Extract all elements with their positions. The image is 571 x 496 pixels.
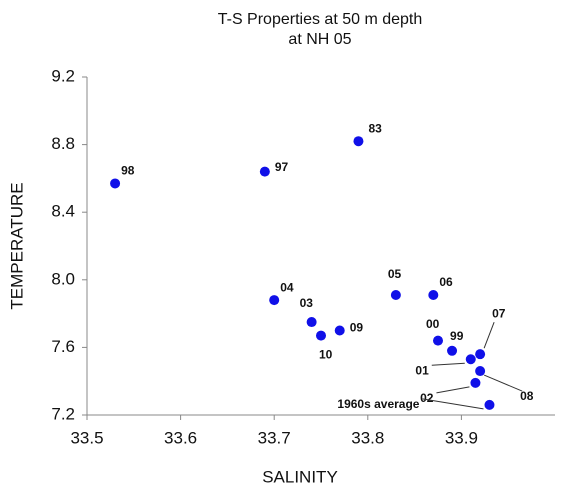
y-tick-label: 8.4 <box>51 202 75 221</box>
point <box>428 290 439 301</box>
annotation-arrow <box>436 386 470 394</box>
x-tick-label: 33.5 <box>70 428 103 447</box>
point-label: 02 <box>420 391 434 405</box>
y-tick-label: 9.2 <box>51 66 75 85</box>
point <box>259 166 270 177</box>
point <box>316 330 326 341</box>
annotation-arrow <box>483 321 495 349</box>
y-tick-label: 8.8 <box>51 134 75 153</box>
point-label: 99 <box>450 329 464 343</box>
x-tick-label: 33.9 <box>445 428 478 447</box>
point-label: 04 <box>280 280 294 294</box>
point-label: 00 <box>426 317 440 331</box>
point-label: 83 <box>368 121 382 135</box>
y-tick-label: 7.2 <box>51 404 75 423</box>
point-label: 1960s average <box>337 397 419 411</box>
point <box>475 349 486 360</box>
annotation-arrow <box>483 374 523 392</box>
point <box>465 354 476 365</box>
point <box>470 377 481 388</box>
point <box>306 317 317 328</box>
point <box>334 325 345 336</box>
point-label: 97 <box>275 160 289 174</box>
point <box>447 345 458 356</box>
point-label: 10 <box>319 348 333 362</box>
y-tick-label: 7.6 <box>51 337 75 356</box>
annotation-arrow <box>422 398 484 410</box>
chart-title: T-S Properties at 50 m depth <box>218 11 423 28</box>
point <box>433 335 443 346</box>
y-tick-label: 8.0 <box>51 269 75 288</box>
x-axis-label: SALINITY <box>262 467 338 486</box>
chart-subtitle: at NH 05 <box>288 31 351 48</box>
point <box>484 399 495 410</box>
x-tick-label: 33.6 <box>164 428 197 447</box>
point-label: 03 <box>300 296 314 310</box>
point <box>269 295 280 306</box>
point-label: 01 <box>415 363 429 377</box>
x-tick-label: 33.7 <box>258 428 291 447</box>
x-tick-label: 33.8 <box>351 428 384 447</box>
point <box>353 136 364 147</box>
point <box>390 290 401 301</box>
point <box>110 178 121 189</box>
y-axis-label: TEMPERATURE <box>7 182 26 309</box>
point-label: 98 <box>121 164 135 178</box>
point <box>475 366 486 377</box>
point-label: 07 <box>492 306 506 320</box>
point-label: 09 <box>350 321 364 335</box>
point-label: 06 <box>439 275 453 289</box>
annotation-arrow <box>431 362 465 366</box>
point-label: 05 <box>388 267 402 281</box>
point-label: 08 <box>520 389 534 403</box>
